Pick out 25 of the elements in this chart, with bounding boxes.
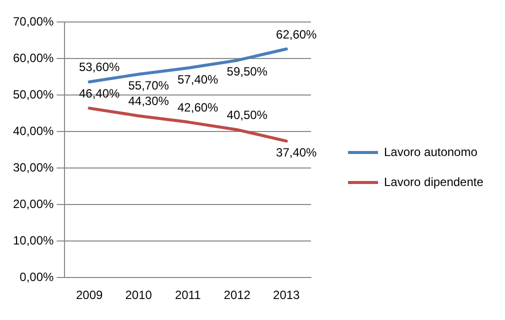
y-tick-label: 30,00% [12,160,54,174]
y-tick-label: 10,00% [12,233,54,248]
data-label: 57,40% [178,72,219,86]
data-label: 44,30% [128,94,170,108]
x-tick-label: 2010 [125,288,152,302]
data-label: 53,60% [78,60,120,74]
y-tick-label: 0,00% [20,270,54,284]
x-tick-label: 2009 [76,288,103,302]
data-label: 59,50% [226,64,268,79]
x-tick-label: 2012 [224,288,251,302]
data-label: 40,50% [226,108,268,122]
legend-label: Lavoro dipendente [384,175,484,189]
data-label: 55,70% [128,78,170,93]
legend-label: Lavoro autonomo [384,145,478,159]
y-tick-label: 40,00% [12,124,54,138]
data-label: 37,40% [276,145,318,160]
data-label: 46,40% [78,86,120,100]
x-tick-label: 2011 [174,288,202,302]
x-tick-label: 2013 [273,288,300,302]
y-tick-label: 60,00% [12,50,54,65]
y-tick-label: 50,00% [12,87,54,102]
data-label: 62,60% [276,27,318,42]
y-tick-label: 70,00% [12,14,54,28]
y-tick-label: 20,00% [12,196,54,211]
data-label: 42,60% [178,100,219,114]
